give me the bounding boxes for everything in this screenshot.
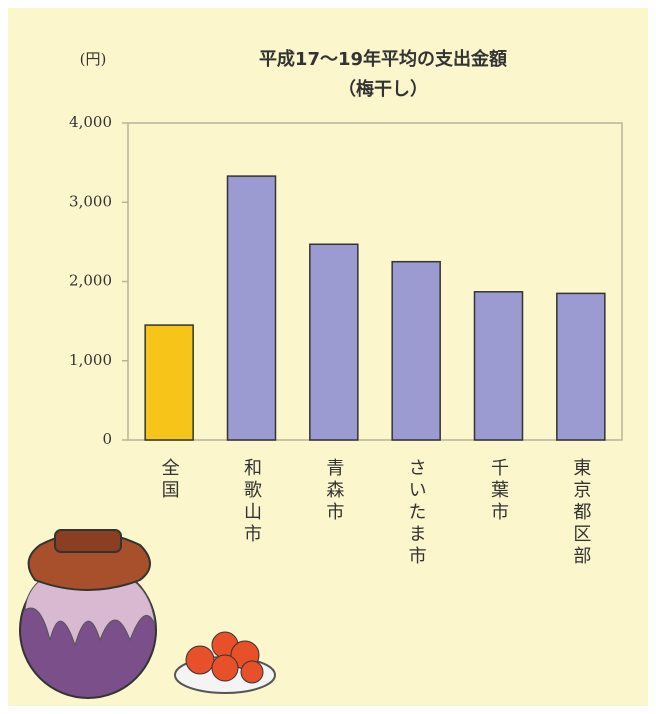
bar [226,175,277,441]
x-tick-label: 千葉市 [488,458,509,524]
x-tick-label: 青森市 [323,458,344,524]
chart-subtitle: （梅干し） [338,78,428,100]
bar [556,292,606,441]
y-tick-label: 3,000 [69,192,112,210]
x-tick-label: 和歌山市 [241,458,262,546]
y-tick-label: 4,000 [69,113,112,131]
y-tick-label: 2,000 [69,272,112,290]
illustration [19,529,276,699]
x-tick-label: 全国 [159,458,180,502]
bar [144,324,194,441]
chart-title: 平成17～19年平均の支出金額 [259,48,507,70]
x-tick-label: さいたま市 [406,458,427,568]
y-unit-label: (円) [80,50,107,68]
bar [473,291,524,441]
x-tick-label: 東京都区部 [570,458,591,568]
y-tick-label: 1,000 [69,351,112,369]
bar [309,243,359,441]
bar [391,260,441,441]
y-tick-label: 0 [102,430,112,448]
